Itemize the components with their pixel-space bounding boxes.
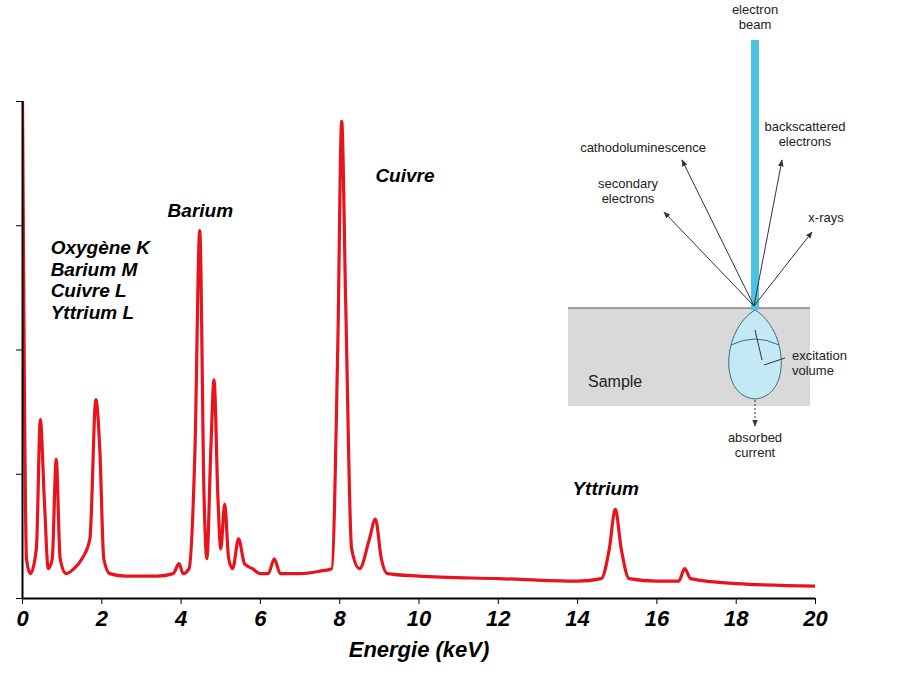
svg-text:6: 6 — [254, 606, 267, 631]
svg-text:cathodoluminescence: cathodoluminescence — [580, 140, 706, 155]
svg-text:Barium M: Barium M — [51, 259, 139, 280]
svg-text:0: 0 — [16, 606, 29, 631]
svg-text:12: 12 — [486, 606, 511, 631]
svg-text:secondaryelectrons: secondaryelectrons — [598, 176, 658, 206]
svg-text:16: 16 — [645, 606, 670, 631]
svg-text:excitationvolume: excitationvolume — [792, 348, 847, 378]
svg-text:8: 8 — [334, 606, 347, 631]
svg-text:Oxygène K: Oxygène K — [51, 237, 152, 258]
svg-text:Yttrium L: Yttrium L — [51, 302, 134, 323]
svg-text:Cuivre: Cuivre — [375, 165, 435, 186]
svg-text:Barium: Barium — [168, 200, 234, 221]
svg-text:2: 2 — [95, 606, 109, 631]
svg-text:14: 14 — [565, 606, 589, 631]
svg-text:Sample: Sample — [588, 373, 642, 390]
svg-text:Cuivre L: Cuivre L — [51, 280, 127, 301]
svg-text:backscatteredelectrons: backscatteredelectrons — [765, 119, 846, 149]
svg-text:10: 10 — [407, 606, 432, 631]
svg-text:electronbeam: electronbeam — [732, 2, 778, 32]
svg-text:20: 20 — [802, 606, 828, 631]
svg-text:absorbedcurrent: absorbedcurrent — [728, 430, 782, 460]
svg-text:4: 4 — [174, 606, 187, 631]
svg-text:Yttrium: Yttrium — [572, 478, 639, 499]
svg-text:18: 18 — [724, 606, 749, 631]
svg-text:x-rays: x-rays — [808, 210, 844, 225]
svg-text:Energie (keV): Energie (keV) — [349, 637, 490, 662]
